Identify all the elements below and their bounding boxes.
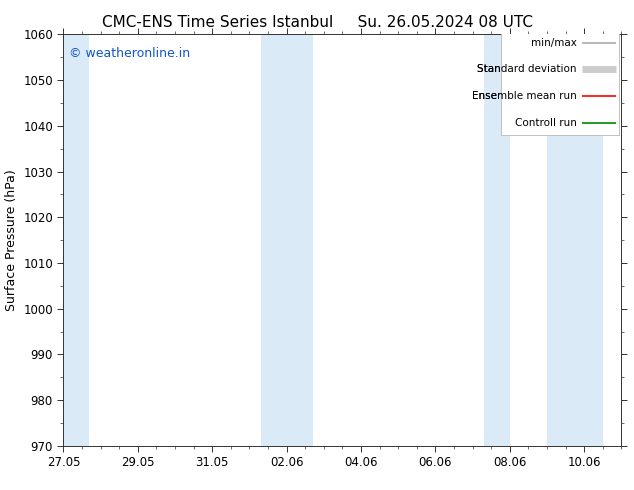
Bar	[261, 34, 313, 446]
Text: Controll run: Controll run	[515, 118, 577, 128]
Text: Ensemble mean run: Ensemble mean run	[472, 91, 577, 101]
Bar	[547, 34, 603, 446]
Text: Standard deviation: Standard deviation	[477, 64, 577, 74]
Text: min/max: min/max	[531, 38, 577, 48]
Bar	[484, 34, 510, 446]
Bar	[60, 34, 89, 446]
Text: Ensemble mean run: Ensemble mean run	[472, 91, 577, 101]
Text: CMC-ENS Time Series Istanbul     Su. 26.05.2024 08 UTC: CMC-ENS Time Series Istanbul Su. 26.05.2…	[101, 15, 533, 30]
Y-axis label: Surface Pressure (hPa): Surface Pressure (hPa)	[4, 169, 18, 311]
Text: © weatheronline.in: © weatheronline.in	[69, 47, 190, 60]
FancyBboxPatch shape	[501, 28, 619, 135]
Text: Controll run: Controll run	[515, 118, 577, 128]
Text: min/max: min/max	[531, 38, 577, 48]
Text: Standard deviation: Standard deviation	[477, 64, 577, 74]
